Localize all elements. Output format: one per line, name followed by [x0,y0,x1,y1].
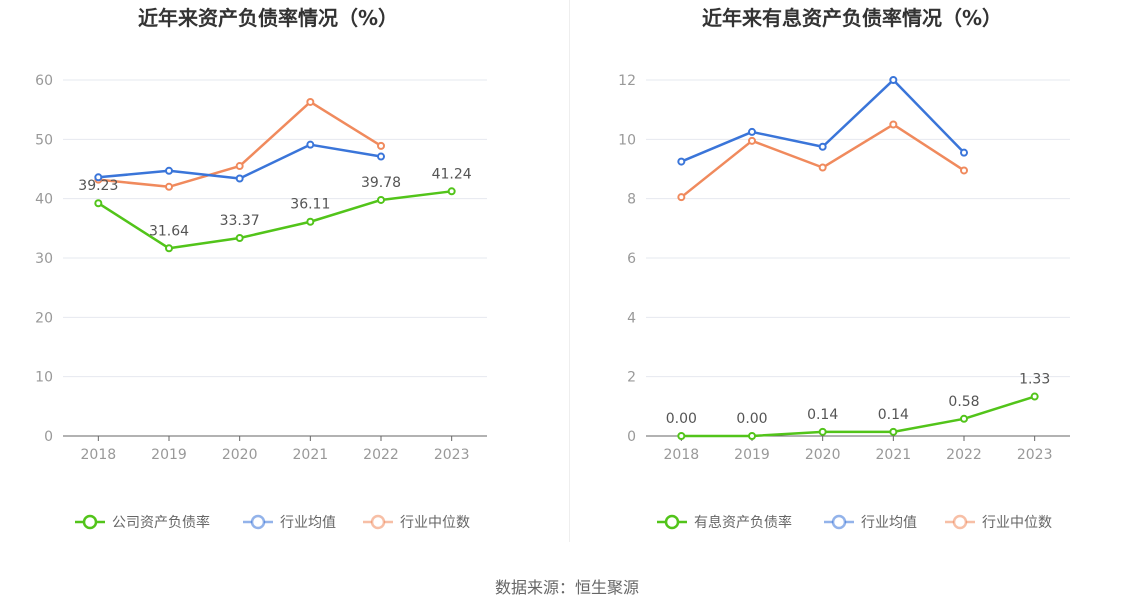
legend-marker [82,514,98,530]
data-label: 0.58 [948,394,979,410]
x-tick-label: 2020 [222,447,258,463]
data-point [235,234,244,243]
chart-panel-1: 近年来资产负债率情况（%） 0 10 20 30 40 50 60 2018 2019 2020 20… [35,6,487,531]
panel-divider [569,0,570,542]
data-point [818,142,827,151]
x-tick-label: 2022 [363,447,399,463]
data-point [377,141,385,150]
data-point [960,148,968,157]
data-point [377,152,385,161]
data-point [748,432,756,440]
legend-marker [664,514,680,530]
data-point [818,427,827,436]
data-label: 0.14 [807,407,838,423]
series-line-1 [681,395,1036,438]
data-point [165,244,173,253]
data-point [165,182,173,191]
y-tick-label: 6 [627,251,636,267]
x-tick-label: 2018 [664,447,700,463]
x-tick-label: 2021 [876,447,912,463]
legend-marker [952,514,968,530]
data-point [677,157,686,166]
y-tick-label: 20 [35,310,53,326]
x-tick-label: 2019 [151,447,187,463]
data-source-note: 数据来源：恒生聚源 [494,578,639,597]
legend-item-1: 公司资产负债率 [75,514,210,531]
x-tick-label: 2018 [81,447,117,463]
legend-item-2: 行业均值 [243,514,336,531]
y-tick-label: 8 [627,192,636,208]
legend-item-2: 行业均值 [824,514,917,531]
data-point [94,199,103,208]
data-label: 33.37 [220,213,260,229]
data-label: 39.23 [78,178,118,194]
x-tick-label: 2023 [434,447,470,463]
data-point [1030,392,1039,401]
y-tick-label: 30 [35,251,53,267]
legend-item-1: 有息资产负债率 [657,514,792,531]
data-label: 39.78 [361,175,401,191]
data-point [235,162,244,171]
legend-label: 行业均值 [280,515,336,531]
series-line-3 [680,123,965,199]
x-tick-label: 2021 [293,447,329,463]
data-point [94,173,103,182]
data-point [306,217,315,226]
y-tick-label: 12 [618,73,636,89]
series-line-1 [97,190,452,250]
legend-label: 行业中位数 [982,515,1052,531]
legend-label: 有息资产负债率 [694,514,792,531]
legend-item-3: 行业中位数 [363,514,470,531]
data-label: 41.24 [432,166,472,182]
y-tick-label: 60 [35,73,53,89]
y-tick-label: 0 [627,429,636,445]
data-point [377,195,385,204]
y-tick-label: 4 [627,310,636,326]
legend-label: 行业中位数 [400,515,470,531]
data-point [748,127,756,136]
legend-label: 公司资产负债率 [112,514,210,531]
data-label: 0.14 [878,407,909,423]
data-label: 36.11 [290,197,330,213]
x-tick-label: 2019 [734,447,770,463]
data-point [677,193,686,202]
y-tick-label: 0 [44,429,53,445]
data-label: 0.00 [666,411,697,427]
data-point [447,187,456,196]
legend-marker [831,514,847,530]
data-point [889,427,898,436]
y-tick-label: 10 [35,370,53,386]
data-label: 0.00 [736,411,767,427]
data-point [306,97,315,106]
data-point [960,166,968,175]
legend-marker [250,514,266,530]
data-point [677,432,686,440]
data-point [306,140,315,149]
data-point [748,136,756,145]
series-line-2 [98,143,382,180]
legend-marker [370,514,386,530]
data-point [889,76,898,84]
data-label: 1.33 [1019,372,1050,388]
x-tick-label: 2020 [805,447,841,463]
chart-panel-2: 近年来有息资产负债率情况（%） 0 2 4 6 8 10 12 2018 2019 2020 2021… [618,6,1070,531]
data-point [235,174,244,183]
y-tick-label: 50 [35,132,53,148]
data-point [165,166,173,175]
y-tick-label: 2 [627,370,636,386]
x-tick-label: 2022 [946,447,982,463]
legend-label: 行业均值 [861,515,917,531]
y-tick-label: 10 [618,132,636,148]
x-tick-label: 2023 [1017,447,1053,463]
data-point [818,163,827,172]
data-point [889,120,898,129]
chart-title: 近年来有息资产负债率情况（%） [702,6,1002,30]
data-label: 31.64 [149,223,189,239]
y-tick-label: 40 [35,192,53,208]
chart-title: 近年来资产负债率情况（%） [138,6,398,30]
data-point [960,414,968,423]
legend-item-3: 行业中位数 [945,514,1052,531]
